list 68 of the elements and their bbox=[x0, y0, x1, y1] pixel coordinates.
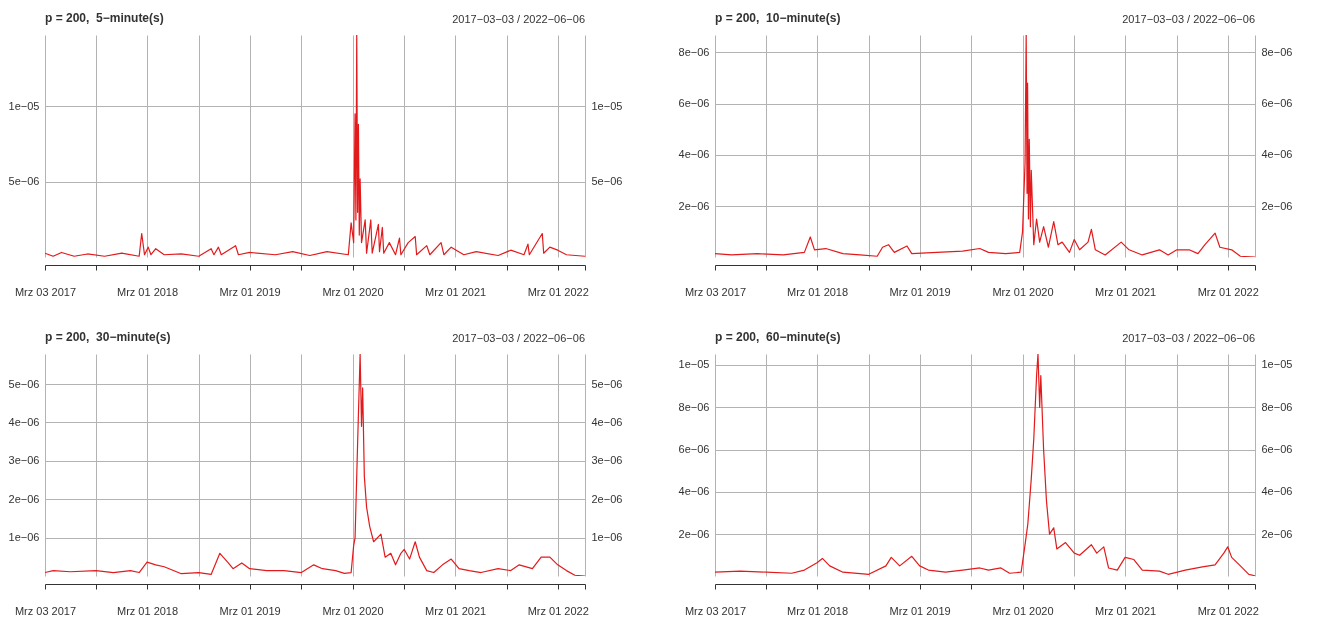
chart-subtitle: 2017−03−03 / 2022−06−06 bbox=[1122, 332, 1255, 344]
chart-title: p = 200, 60−minute(s) bbox=[715, 330, 841, 344]
y-tick-label: 1e−05 bbox=[678, 358, 710, 371]
x-tick-label: Mrz 01 2021 bbox=[1095, 285, 1157, 298]
x-tick-label: Mrz 01 2019 bbox=[219, 285, 281, 298]
x-tick-label: Mrz 01 2020 bbox=[992, 604, 1054, 617]
y-tick-label: 3e−06 bbox=[8, 454, 40, 467]
y2-tick-label: 1e−05 bbox=[591, 99, 623, 112]
y-tick-label: 4e−06 bbox=[678, 485, 710, 498]
x-tick-label: Mrz 01 2018 bbox=[116, 285, 179, 298]
chart-subtitle: 2017−03−03 / 2022−06−06 bbox=[452, 332, 585, 344]
x-tick-label: Mrz 03 2017 bbox=[14, 285, 77, 298]
x-tick-label: Mrz 01 2020 bbox=[322, 604, 384, 617]
x-tick-label: Mrz 01 2018 bbox=[786, 604, 849, 617]
y2-tick-label: 2e−06 bbox=[1261, 199, 1293, 212]
x-tick-label: Mrz 01 2020 bbox=[322, 285, 384, 298]
x-tick-label: Mrz 01 2021 bbox=[1095, 604, 1157, 617]
y2-tick-label: 2e−06 bbox=[591, 492, 623, 505]
line-series bbox=[715, 35, 1255, 257]
line-series bbox=[45, 354, 585, 576]
x-tick-label: Mrz 01 2022 bbox=[1197, 285, 1259, 298]
y2-tick-label: 5e−06 bbox=[591, 175, 623, 188]
line-series bbox=[715, 354, 1255, 576]
y-tick-label: 1e−05 bbox=[8, 99, 40, 112]
y2-tick-label: 8e−06 bbox=[1261, 45, 1293, 58]
y2-tick-label: 2e−06 bbox=[1261, 527, 1293, 540]
y2-tick-label: 4e−06 bbox=[1261, 148, 1293, 161]
y2-tick-label: 4e−06 bbox=[591, 415, 623, 428]
y-tick-label: 4e−06 bbox=[8, 415, 40, 428]
x-tick-label: Mrz 01 2018 bbox=[116, 604, 179, 617]
chart-subtitle: 2017−03−03 / 2022−06−06 bbox=[1122, 13, 1255, 25]
chart-title: p = 200, 30−minute(s) bbox=[45, 330, 171, 344]
chart-title: p = 200, 10−minute(s) bbox=[715, 11, 841, 25]
x-tick-label: Mrz 01 2019 bbox=[889, 604, 951, 617]
chart-title: p = 200, 5−minute(s) bbox=[45, 11, 164, 25]
y-tick-label: 1e−06 bbox=[8, 531, 40, 544]
y-tick-label: 2e−06 bbox=[8, 492, 40, 505]
x-tick-label: Mrz 03 2017 bbox=[14, 604, 77, 617]
x-tick-label: Mrz 01 2021 bbox=[425, 285, 487, 298]
y-tick-label: 5e−06 bbox=[8, 377, 40, 390]
y2-tick-label: 4e−06 bbox=[1261, 485, 1293, 498]
y-tick-label: 6e−06 bbox=[678, 443, 710, 456]
y-tick-label: 8e−06 bbox=[678, 45, 710, 58]
y2-tick-label: 3e−06 bbox=[591, 454, 623, 467]
y-tick-label: 6e−06 bbox=[678, 97, 710, 110]
x-tick-label: Mrz 01 2019 bbox=[219, 604, 281, 617]
y2-tick-label: 1e−06 bbox=[591, 531, 623, 544]
x-tick-label: Mrz 01 2018 bbox=[786, 285, 849, 298]
y2-tick-label: 8e−06 bbox=[1261, 400, 1293, 413]
line-series bbox=[45, 35, 585, 257]
y-tick-label: 2e−06 bbox=[678, 199, 710, 212]
x-tick-label: Mrz 01 2022 bbox=[527, 604, 589, 617]
x-tick-label: Mrz 01 2021 bbox=[425, 604, 487, 617]
x-tick-label: Mrz 03 2017 bbox=[684, 604, 747, 617]
x-tick-label: Mrz 01 2019 bbox=[889, 285, 951, 298]
y2-tick-label: 5e−06 bbox=[591, 377, 623, 390]
y2-tick-label: 1e−05 bbox=[1261, 358, 1293, 371]
y2-tick-label: 6e−06 bbox=[1261, 97, 1293, 110]
y-tick-label: 4e−06 bbox=[678, 148, 710, 161]
y2-tick-label: 6e−06 bbox=[1261, 443, 1293, 456]
y-tick-label: 8e−06 bbox=[678, 400, 710, 413]
x-tick-label: Mrz 01 2022 bbox=[1197, 604, 1259, 617]
x-tick-label: Mrz 03 2017 bbox=[684, 285, 747, 298]
y-tick-label: 2e−06 bbox=[678, 527, 710, 540]
x-tick-label: Mrz 01 2022 bbox=[527, 285, 589, 298]
x-tick-label: Mrz 01 2020 bbox=[992, 285, 1054, 298]
chart-subtitle: 2017−03−03 / 2022−06−06 bbox=[452, 13, 585, 25]
y-tick-label: 5e−06 bbox=[8, 175, 40, 188]
